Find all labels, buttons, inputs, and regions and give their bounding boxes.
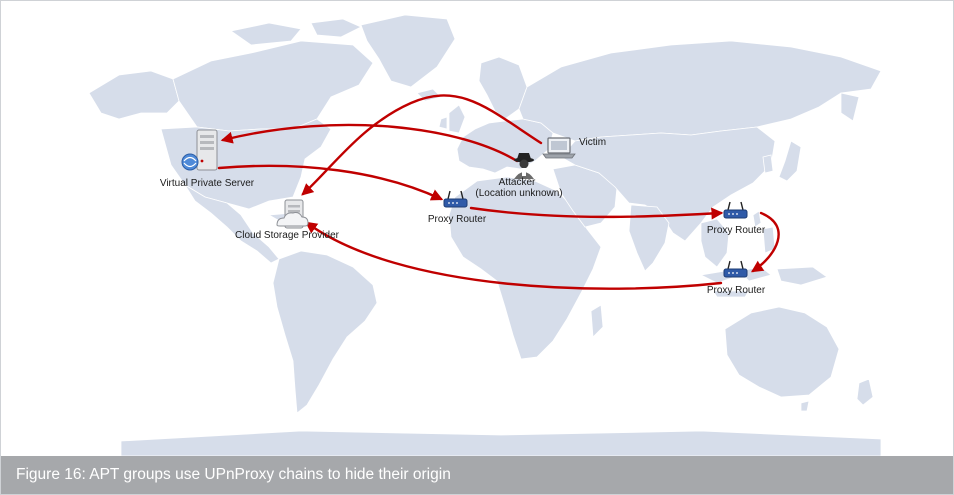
router-asia-label: Proxy Router (707, 225, 766, 236)
arrow-victim-to-cloud (301, 94, 543, 196)
land-madagascar (590, 304, 604, 338)
land-korea (762, 154, 774, 174)
arrow-vps-to-router-eu (217, 164, 444, 201)
router-icon (443, 190, 468, 208)
node-vps: Virtual Private Server (160, 129, 255, 189)
land-uk (438, 104, 466, 134)
land-arctic-islands (230, 18, 362, 46)
node-victim: Victim (542, 137, 606, 159)
land-scandinavia (478, 56, 528, 120)
land-south-america (272, 250, 378, 414)
node-cloud: Cloud Storage Provider (235, 199, 340, 241)
land-kamchatka (840, 92, 860, 122)
node-attacker: Attacker (Location unknown) (475, 153, 563, 199)
attacker-sublabel: (Location unknown) (475, 188, 562, 199)
world-map-diagram: Virtual Private Server Cloud Storage Pro… (1, 1, 953, 456)
cloud-server-icon (276, 199, 309, 229)
server-icon (181, 129, 218, 171)
victim-label: Victim (579, 137, 606, 148)
land-india (628, 204, 670, 272)
land-africa (448, 176, 602, 360)
land-mexico (184, 184, 280, 264)
arrow-router-asia-to-router-sea (750, 211, 780, 273)
router-sea-label: Proxy Router (707, 285, 766, 296)
router-eu-label: Proxy Router (428, 214, 487, 225)
arrow-router-sea-to-cloud (305, 221, 723, 290)
land-australia (724, 306, 840, 398)
router-icon (723, 260, 748, 278)
land-russia (518, 40, 882, 142)
node-router-sea: Proxy Router (707, 260, 766, 296)
cloud-label: Cloud Storage Provider (235, 230, 340, 241)
land-antarctica (120, 430, 882, 456)
node-router-eu: Proxy Router (428, 190, 487, 225)
land-europe (456, 118, 554, 174)
land-alaska (88, 70, 180, 120)
land-canada (172, 40, 374, 132)
vps-label: Virtual Private Server (160, 178, 255, 189)
land-japan (778, 140, 802, 182)
world-map-svg: Virtual Private Server Cloud Storage Pro… (88, 14, 882, 456)
connection-arrows (217, 94, 780, 290)
node-router-asia: Proxy Router (707, 201, 766, 236)
router-icon (723, 201, 748, 219)
arrow-attacker-to-vps (220, 123, 519, 163)
land-greenland (360, 14, 456, 88)
land-new-zealand (800, 378, 874, 412)
figure-caption: Figure 16: APT groups use UPnProxy chain… (1, 456, 953, 494)
laptop-icon (542, 137, 576, 159)
land-asia-central (560, 126, 776, 242)
arrow-router-eu-to-router-asia (469, 206, 724, 220)
spy-icon (514, 153, 534, 179)
attacker-label: Attacker (499, 177, 536, 188)
land-southeast-asia (700, 218, 730, 268)
